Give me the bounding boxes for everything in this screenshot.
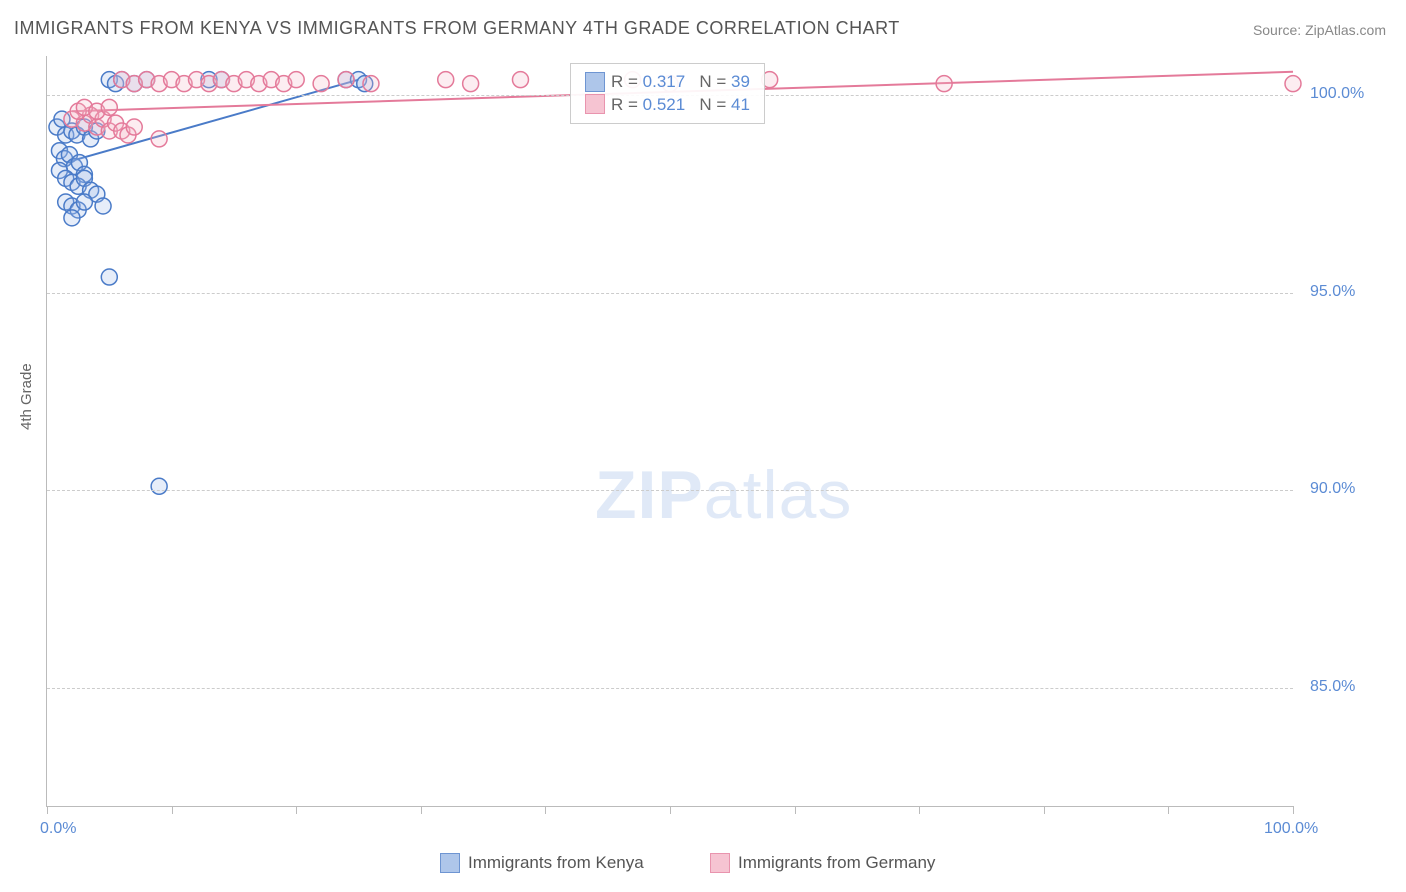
legend-swatch-kenya-icon: [585, 72, 605, 92]
point-kenya: [64, 210, 80, 226]
stats-legend: R = 0.317 N = 39R = 0.521 N = 41: [570, 63, 765, 124]
plot-area: ZIPatlas: [46, 56, 1293, 807]
stats-legend-row-germany: R = 0.521 N = 41: [585, 95, 750, 116]
x-tick: [670, 806, 671, 814]
point-germany: [363, 76, 379, 92]
x-tick: [1168, 806, 1169, 814]
x-tick: [919, 806, 920, 814]
legend-item-kenya: Immigrants from Kenya: [440, 853, 644, 874]
x-tick-label: 100.0%: [1264, 820, 1318, 838]
x-tick: [421, 806, 422, 814]
gridline-h: [47, 490, 1293, 491]
stat-n-kenya: 39: [731, 72, 750, 91]
point-germany: [288, 72, 304, 88]
y-tick-label: 85.0%: [1310, 678, 1355, 696]
point-kenya: [101, 269, 117, 285]
point-germany: [512, 72, 528, 88]
stats-legend-row-kenya: R = 0.317 N = 39: [585, 72, 750, 93]
x-tick: [296, 806, 297, 814]
point-kenya: [95, 198, 111, 214]
stat-r-kenya: 0.317: [643, 72, 686, 91]
legend-item-germany: Immigrants from Germany: [710, 853, 935, 874]
y-axis-label: 4th Grade: [18, 363, 35, 430]
legend-label-kenya: Immigrants from Kenya: [468, 853, 644, 872]
x-tick: [1293, 806, 1294, 814]
point-germany: [463, 76, 479, 92]
point-kenya: [151, 478, 167, 494]
chart-title: IMMIGRANTS FROM KENYA VS IMMIGRANTS FROM…: [14, 18, 900, 39]
point-kenya: [76, 194, 92, 210]
x-tick: [795, 806, 796, 814]
x-tick: [545, 806, 546, 814]
stat-r-germany: 0.521: [643, 95, 686, 114]
stat-n-germany: 41: [731, 95, 750, 114]
point-germany: [126, 119, 142, 135]
legend-swatch-germany-icon: [585, 94, 605, 114]
point-germany: [151, 131, 167, 147]
x-tick: [172, 806, 173, 814]
point-germany: [338, 72, 354, 88]
x-tick: [47, 806, 48, 814]
chart-svg: [47, 56, 1293, 806]
y-tick-label: 95.0%: [1310, 283, 1355, 301]
legend-swatch-germany-icon: [710, 853, 730, 873]
y-tick-label: 90.0%: [1310, 480, 1355, 498]
point-germany: [101, 99, 117, 115]
legend-label-germany: Immigrants from Germany: [738, 853, 935, 872]
gridline-h: [47, 688, 1293, 689]
x-tick: [1044, 806, 1045, 814]
point-germany: [1285, 76, 1301, 92]
gridline-h: [47, 293, 1293, 294]
x-tick-label: 0.0%: [40, 820, 76, 838]
point-germany: [936, 76, 952, 92]
y-tick-label: 100.0%: [1310, 85, 1364, 103]
point-germany: [313, 76, 329, 92]
legend-swatch-kenya-icon: [440, 853, 460, 873]
point-germany: [438, 72, 454, 88]
source-label: Source: ZipAtlas.com: [1253, 22, 1386, 38]
